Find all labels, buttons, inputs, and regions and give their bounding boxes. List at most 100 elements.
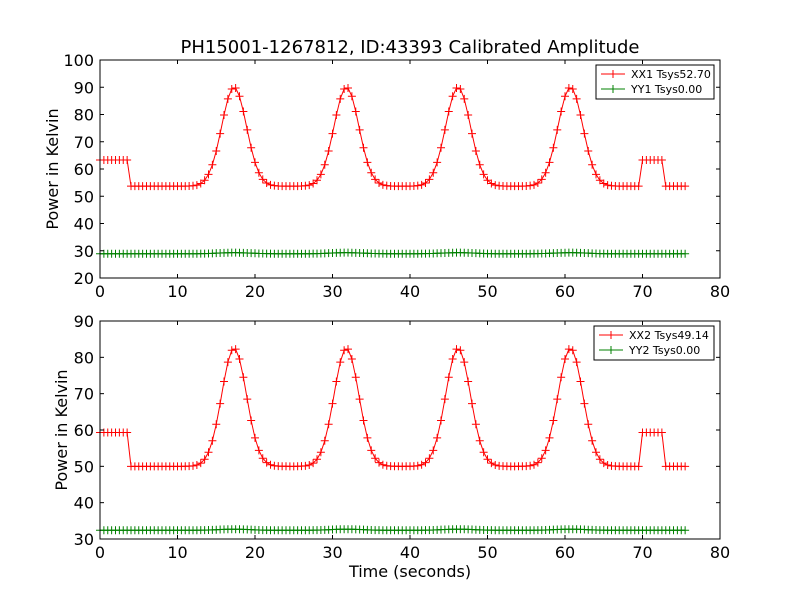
bottom-series-1-point xyxy=(266,460,275,469)
top-series-1-point xyxy=(545,158,554,167)
bottom-series-1-point xyxy=(371,454,380,463)
bottom-series-1-point xyxy=(235,355,244,364)
bottom-series-1-point xyxy=(580,399,589,408)
top-series-1-point xyxy=(223,94,232,103)
top-x-tick-label: 80 xyxy=(710,282,730,301)
top-series-1-point xyxy=(429,168,438,177)
top-series-1-point xyxy=(576,111,585,120)
top-series-1-point xyxy=(266,180,275,189)
top-series-1-point xyxy=(572,94,581,103)
top-y-tick-label: 60 xyxy=(74,160,94,179)
bottom-series-1-point xyxy=(231,345,240,354)
bottom-series-1-point xyxy=(599,459,608,468)
top-x-tick-label: 20 xyxy=(245,282,265,301)
top-y-tick-label: 20 xyxy=(74,269,94,288)
top-series-1-point xyxy=(681,182,690,191)
bottom-series-1-point xyxy=(247,416,256,425)
bottom-series-1-point xyxy=(254,446,263,455)
top-y-tick-label: 50 xyxy=(74,187,94,206)
bottom-subplot: 0 10 20 30 40 50 60 70 80 30 40 50 60 70 80 90 Power in… xyxy=(52,312,730,562)
bottom-series-1-point xyxy=(468,399,476,408)
bottom-series-1-point xyxy=(429,446,438,455)
top-series-1-point xyxy=(634,182,643,191)
top-series-1-point xyxy=(316,170,325,179)
bottom-series-1-point xyxy=(576,377,585,386)
top-series-1-point xyxy=(204,170,213,179)
top-series-1-point xyxy=(471,146,480,155)
top-series-1-point xyxy=(452,84,461,93)
bottom-y-tick-label: 70 xyxy=(74,385,94,404)
top-y-tick-label: 30 xyxy=(74,242,94,261)
bottom-series-1-point xyxy=(425,454,434,463)
bottom-x-tick-label: 40 xyxy=(400,543,420,562)
bottom-x-tick-label: 80 xyxy=(710,543,730,562)
top-legend-box xyxy=(595,64,715,100)
top-series-1-point xyxy=(254,168,263,177)
bottom-legend: XX2 Tsys49.14 YY2 Tsys0.00 xyxy=(593,325,715,361)
bottom-series-1-point xyxy=(204,448,213,457)
bottom-series-layer xyxy=(96,345,690,535)
bottom-x-tick-label: 70 xyxy=(632,543,652,562)
bottom-x-tick-label: 10 xyxy=(167,543,187,562)
top-x-tick-label: 70 xyxy=(632,282,652,301)
top-series-1-point xyxy=(344,84,352,93)
top-series-1-point xyxy=(580,129,589,138)
top-y-tick-label: 40 xyxy=(74,215,94,234)
bottom-series-1-point xyxy=(588,436,597,445)
bottom-series-1-point xyxy=(216,399,225,408)
bottom-series-1-point xyxy=(460,358,469,367)
top-series-1-point xyxy=(231,84,240,93)
top-series-1-point xyxy=(227,84,236,93)
top-series-1-point xyxy=(433,158,442,167)
top-legend-label-1: XX1 Tsys52.70 xyxy=(631,68,711,81)
top-series-1-point xyxy=(464,111,473,120)
top-series-1-point xyxy=(123,156,132,165)
bottom-series-1-point xyxy=(305,461,314,470)
bottom-series-1-point xyxy=(324,420,333,429)
bottom-series-1-point xyxy=(347,355,356,364)
bottom-series-1-point xyxy=(526,461,535,470)
bottom-series-1-point xyxy=(491,461,500,470)
bottom-series-1-point xyxy=(681,462,690,471)
top-series-1-point xyxy=(483,176,492,185)
bottom-series-1-point xyxy=(328,399,337,408)
top-y-axis-label: Power in Kelvin xyxy=(43,108,62,229)
top-y-tick-label: 90 xyxy=(74,78,94,97)
bottom-series-1-point xyxy=(212,420,221,429)
top-series-1-point xyxy=(537,175,546,184)
bottom-series-1-point xyxy=(595,455,604,464)
bottom-series-1-point xyxy=(564,345,573,354)
top-series-1-point xyxy=(328,129,337,138)
top-x-tick-label: 40 xyxy=(400,282,420,301)
bottom-series-1-point xyxy=(192,461,201,470)
bottom-series-1-point xyxy=(355,395,364,404)
bottom-series-1-point xyxy=(378,460,387,469)
top-series-1-point xyxy=(561,92,569,101)
top-series-1-point xyxy=(375,179,383,188)
bottom-series-1-point xyxy=(239,373,248,382)
top-x-tick-label: 50 xyxy=(477,282,497,301)
top-series-1-point xyxy=(533,179,542,188)
top-series-1-point xyxy=(243,125,252,134)
bottom-series-1-point xyxy=(553,395,562,404)
bottom-series-1-point xyxy=(320,436,329,445)
top-legend-label-2: YY1 Tsys0.00 xyxy=(630,83,702,96)
bottom-series-1-point xyxy=(487,459,496,468)
top-series-1-point xyxy=(413,181,422,190)
bottom-series-1-point xyxy=(592,448,600,457)
bottom-series-1-point xyxy=(367,446,376,455)
top-x-tick-label: 0 xyxy=(95,282,105,301)
top-series-1-point xyxy=(216,129,225,138)
top-series-1-point xyxy=(444,107,453,116)
top-series-1-point xyxy=(553,125,562,134)
bottom-series-1-point xyxy=(471,420,480,429)
bottom-series-1-point xyxy=(243,395,252,404)
bottom-x-tick-label: 30 xyxy=(322,543,342,562)
bottom-x-tick-label: 50 xyxy=(477,543,497,562)
top-series-1-point xyxy=(530,180,538,189)
bottom-series-1-point xyxy=(220,377,228,386)
top-series-1-point xyxy=(371,175,380,184)
bottom-ticks-layer: 0 10 20 30 40 50 60 70 80 30 40 50 60 70 80 90 xyxy=(74,312,731,562)
bottom-series-1-point xyxy=(557,373,566,382)
